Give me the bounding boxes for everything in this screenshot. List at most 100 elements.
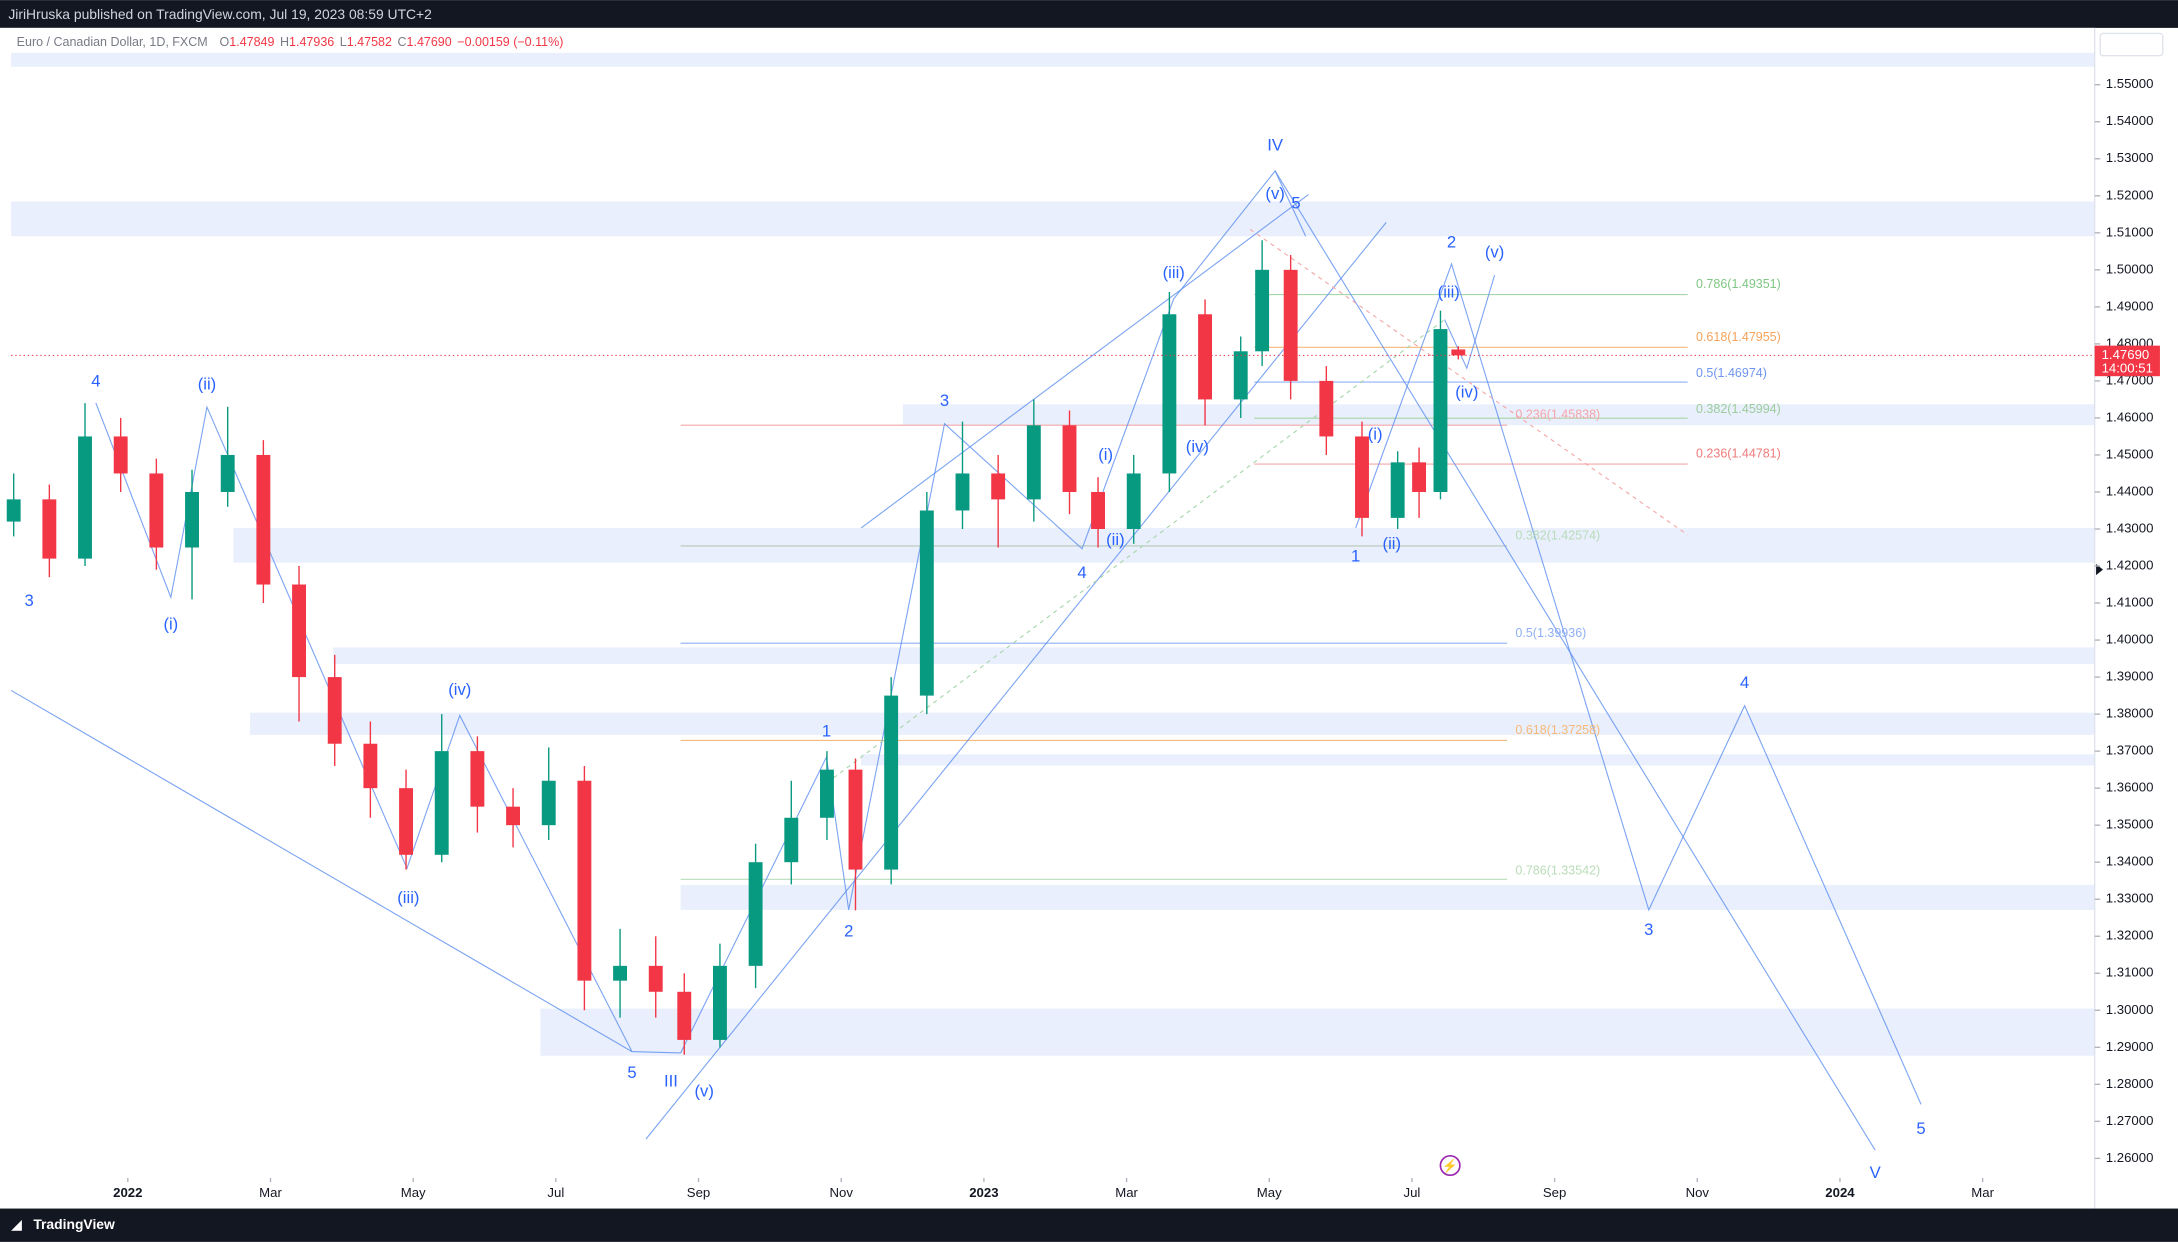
candle-body: [820, 769, 834, 818]
drawings: [10, 169, 1922, 1151]
candle-body: [613, 965, 628, 981]
y-tick-label: 1.27000: [2106, 1113, 2154, 1128]
fib-label: 0.618(1.47955): [1696, 330, 1781, 344]
wave-label: 5: [1291, 194, 1300, 213]
zone: [902, 404, 2095, 426]
candle-body: [6, 499, 21, 522]
y-tick-label: 1.33000: [2106, 891, 2154, 906]
legend-value: 1.47849: [229, 35, 274, 49]
wave-labels: 3 4 (ii) (i) (iv) (iii) 5 III (v) 1 2 3 …: [25, 135, 1926, 1182]
x-tick-label: May: [401, 1185, 426, 1200]
axis-button[interactable]: [2099, 32, 2164, 57]
y-tick-label: 1.39000: [2106, 669, 2154, 684]
event-icon[interactable]: [1439, 1154, 1461, 1177]
zone: [250, 712, 2095, 735]
candle-body: [712, 965, 727, 1040]
fib-trend: [833, 319, 1445, 779]
candle-body: [1355, 436, 1369, 518]
x-tick-label: Nov: [829, 1185, 853, 1200]
wave-label: (i): [163, 615, 178, 634]
last-price-label: 1.47690: [2102, 347, 2150, 362]
y-tick-label: 1.42000: [2106, 558, 2154, 573]
fib-label: 0.382(1.45994): [1696, 402, 1781, 416]
y-tick-label: 1.50000: [2106, 261, 2154, 276]
x-tick-label: Mar: [1115, 1185, 1138, 1200]
wave-label: 4: [91, 371, 100, 390]
x-tick-label: Sep: [687, 1185, 710, 1200]
candle-body: [256, 454, 271, 585]
legend-key: H: [280, 35, 289, 49]
candle-body: [1162, 314, 1177, 474]
x-tick-label: Nov: [1686, 1185, 1710, 1200]
x-tick-label: Jul: [1404, 1185, 1421, 1200]
legend-key: O: [220, 35, 230, 49]
candle-body: [185, 491, 199, 548]
y-tick-label: 1.34000: [2106, 854, 2154, 869]
fib-label: 0.786(1.49351): [1696, 277, 1781, 291]
last-price-box: [2094, 345, 2160, 377]
y-tick-label: 1.35000: [2106, 817, 2154, 832]
zone: [680, 884, 2095, 910]
y-tick-label: 1.32000: [2106, 928, 2154, 943]
wave-label: V: [1870, 1163, 1882, 1182]
x-tick-label: Mar: [259, 1185, 282, 1200]
candle-body: [677, 991, 692, 1040]
candle-body: [955, 473, 970, 511]
brand: TradingView: [33, 1216, 115, 1232]
logo-mark: ◢: [11, 1216, 22, 1232]
y-tick-label: 1.41000: [2106, 595, 2154, 610]
wave-label: (iii): [397, 888, 419, 907]
fib-label: 0.786(1.33542): [1515, 863, 1600, 877]
candle-body: [1062, 425, 1077, 492]
y-tick-label: 1.40000: [2106, 632, 2154, 647]
candle-body: [648, 965, 663, 992]
y-tick-label: 1.38000: [2106, 706, 2154, 721]
x-tick-label: 2022: [113, 1185, 142, 1200]
candle-body: [1433, 329, 1448, 492]
fib-trend: [1249, 228, 1688, 536]
candle-body: [506, 806, 521, 826]
y-tick-label: 1.30000: [2106, 1002, 2154, 1017]
legend-value: 1.47690: [407, 35, 452, 49]
wave-label: (iv): [448, 680, 471, 699]
candle-body: [1255, 269, 1270, 352]
x-tick-label: 2024: [1825, 1185, 1855, 1200]
wave-label: (iv): [1455, 383, 1478, 402]
forecast-path: [1355, 262, 1922, 1105]
candle-body: [1283, 269, 1298, 381]
candle-body: [1319, 380, 1334, 437]
candle-body: [884, 695, 899, 870]
x-tick-label: Sep: [1543, 1185, 1566, 1200]
candle-body: [220, 454, 235, 492]
legend-value: 1.47582: [347, 35, 392, 49]
axis-marker: [2096, 564, 2103, 576]
y-tick-label: 1.55000: [2106, 76, 2154, 91]
candle-body: [1026, 425, 1041, 500]
legend-value: 1.47936: [289, 35, 334, 49]
legend-change: −0.00159 (−0.11%): [457, 35, 563, 49]
candle-body: [292, 584, 306, 678]
candle-body: [577, 780, 592, 981]
wave-label: (iii): [1438, 283, 1460, 302]
wave-label: 3: [25, 591, 34, 610]
y-tick-label: 1.31000: [2106, 965, 2154, 980]
wave-label: 4: [1740, 673, 1749, 692]
wave-label: (i): [1098, 445, 1113, 464]
zones: [11, 52, 2095, 1056]
y-tick-label: 1.52000: [2106, 187, 2154, 202]
x-tick-label: May: [1257, 1185, 1282, 1200]
wave-label: III: [664, 1072, 678, 1091]
fib-label: 0.236(1.44781): [1696, 447, 1781, 461]
forecast-line: [1274, 170, 1876, 1151]
candle-body: [434, 751, 449, 855]
wave-label: (i): [1368, 424, 1383, 443]
wave-label: 1: [822, 722, 831, 741]
y-tick-label: 1.43000: [2106, 520, 2154, 535]
candle-body: [1233, 351, 1248, 400]
candle-body: [784, 817, 799, 863]
forecast-path: [1444, 274, 1496, 370]
candle-body: [848, 769, 863, 870]
fib-label: 0.5(1.46974): [1696, 366, 1767, 380]
fib-label: 0.618(1.37258): [1515, 723, 1600, 737]
